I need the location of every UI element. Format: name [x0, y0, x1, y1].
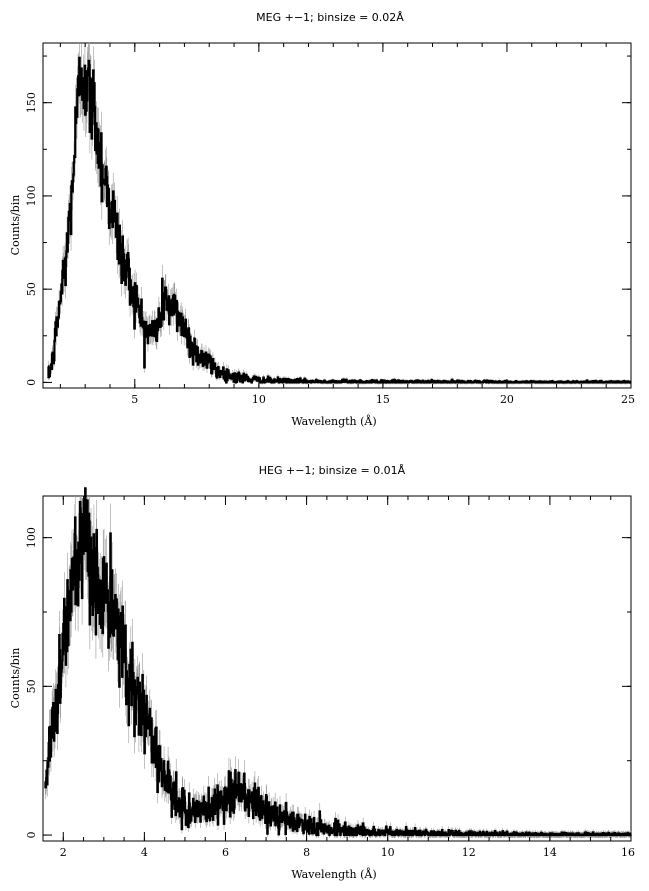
y-tick-label: 50	[25, 282, 38, 296]
x-tick-label: 2	[60, 846, 67, 859]
meg-error-bars	[47, 43, 632, 385]
y-tick-label: 100	[25, 185, 38, 206]
y-tick-label: 0	[25, 379, 38, 386]
x-tick-label: 8	[303, 846, 310, 859]
heg-panel: HEG +−1; binsize = 0.01Å 2 4 6 8 10 12 14 16 0 50…	[9, 464, 635, 881]
meg-title: MEG +−1; binsize = 0.02Å	[256, 11, 404, 24]
meg-series-line	[47, 56, 632, 384]
heg-ylabel: Counts/bin	[9, 648, 22, 709]
meg-ylabel: Counts/bin	[9, 195, 22, 256]
x-tick-label: 14	[543, 846, 557, 859]
meg-plot-frame	[42, 42, 632, 389]
x-tick-label: 15	[376, 393, 390, 406]
heg-series-line	[44, 487, 632, 837]
x-tick-label: 12	[462, 846, 476, 859]
y-tick-label: 50	[25, 679, 38, 693]
x-tick-label: 6	[222, 846, 229, 859]
x-tick-label: 25	[621, 393, 635, 406]
heg-xlabel: Wavelength (Å)	[291, 867, 376, 881]
x-tick-label: 16	[621, 846, 635, 859]
y-tick-label: 100	[25, 527, 38, 548]
heg-axis-ticks: 2 4 6 8 10 12 14 16 0 50 100	[25, 496, 635, 859]
x-tick-label: 4	[141, 846, 148, 859]
meg-xlabel: Wavelength (Å)	[291, 414, 376, 428]
meg-panel: MEG +−1; binsize = 0.02Å 5 10 15 20 25 0 50 100…	[9, 11, 635, 428]
x-tick-label: 20	[500, 393, 514, 406]
heg-title: HEG +−1; binsize = 0.01Å	[259, 464, 406, 477]
x-tick-label: 10	[252, 393, 266, 406]
x-tick-label: 10	[381, 846, 395, 859]
x-tick-label: 5	[131, 393, 138, 406]
y-tick-label: 150	[25, 92, 38, 113]
y-tick-label: 0	[25, 832, 38, 839]
meg-axis-ticks: 5 10 15 20 25 0 50 100 150	[25, 43, 635, 406]
heg-plot-frame	[42, 495, 632, 842]
